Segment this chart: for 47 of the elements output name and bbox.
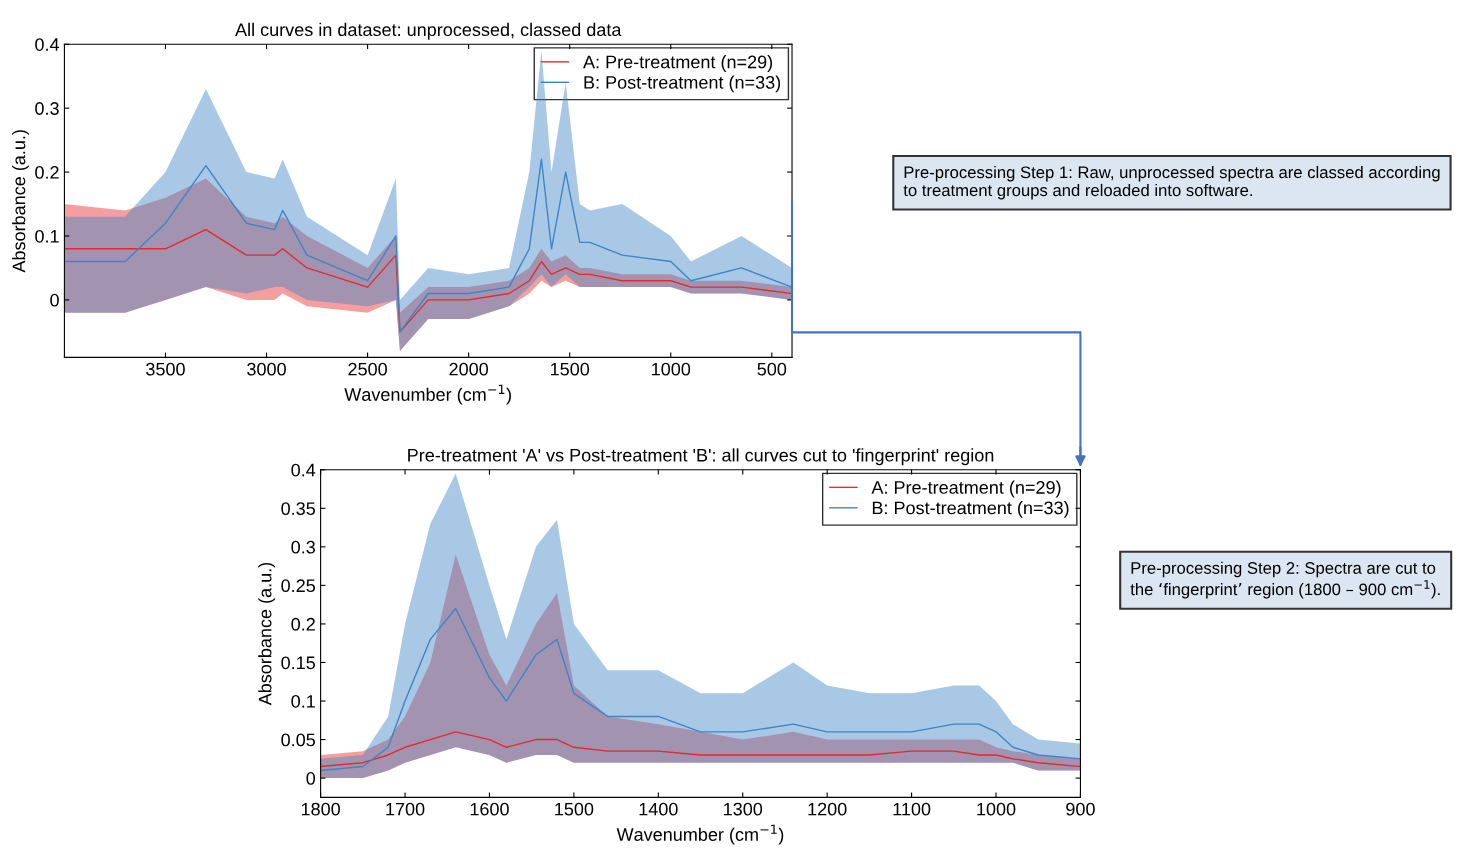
text: Pre-processing Step 1: Raw, unprocessed spectra are classed according to treatment groups and reloaded into software. — [903, 165, 1440, 200]
chart-title: All curves in dataset: unprocessed, classed data — [235, 22, 622, 40]
y-tick-label: 0.2 — [35, 166, 59, 179]
legend-label: A: Pre-treatment (n=29) — [583, 55, 773, 72]
legend-label: B: Post-treatment (n=33) — [872, 501, 1069, 518]
x-tick-label: 1400 — [639, 802, 678, 816]
y-tick-label: 0.05 — [281, 733, 315, 747]
x-tick-label: 1000 — [977, 802, 1016, 816]
x-tick-label: 1000 — [652, 362, 691, 376]
y-tick-label: 0 — [50, 293, 59, 307]
x-tick-label: 1500 — [555, 802, 594, 816]
y-axis-title: Absorbance (a.u.) — [12, 130, 29, 273]
line-series — [64, 158, 793, 333]
y-tick-label: 0.35 — [281, 502, 315, 516]
x-axis-title: Wavenumber (cm$^{−1}$) — [344, 384, 511, 405]
y-tick-label: 0.3 — [291, 540, 315, 554]
x-tick-label: 1800 — [301, 802, 340, 816]
x-tick-label: 1300 — [724, 802, 763, 816]
x-tick-label: 1600 — [470, 802, 509, 816]
line-series — [320, 731, 1081, 768]
x-tick-label: 3000 — [247, 362, 286, 376]
y-tick-label: 0.1 — [291, 694, 315, 708]
x-axis-title: Wavenumber (cm$^{−1}$) — [616, 824, 784, 845]
y-tick-label: 0.4 — [35, 38, 60, 51]
line-series — [64, 228, 793, 333]
text: Pre-processing Step 2: Spectra are cut to the ‘fingerprint’ region (1800 – 900 cm$^{−1}$). — [1130, 561, 1440, 599]
y-tick-label: 0.1 — [35, 229, 59, 243]
y-tick-label: 0 — [306, 772, 316, 785]
legend-label: B: Post-treatment (n=33) — [584, 75, 781, 93]
x-tick-label: 1700 — [386, 802, 425, 816]
x-tick-label: 900 — [1066, 802, 1095, 816]
x-tick-label: 2000 — [449, 362, 489, 376]
x-tick-label: 1500 — [550, 362, 590, 376]
chart-title: Pre-treatment 'A' vs Post-treatment 'B': all curves cut to 'fingerprint' region — [408, 448, 994, 466]
y-axis-title: Absorbance (a.u.) — [258, 562, 276, 706]
x-tick-label: 500 — [757, 362, 787, 376]
y-tick-label: 0.4 — [291, 463, 316, 477]
legend-label: A: Pre-treatment (n=29) — [871, 480, 1061, 498]
x-tick-label: 3500 — [146, 362, 185, 376]
line-series — [320, 607, 1081, 772]
y-tick-label: 0.15 — [281, 656, 315, 670]
x-tick-label: 2500 — [348, 362, 387, 376]
y-tick-label: 0.2 — [291, 617, 315, 631]
y-tick-label: 0.3 — [35, 102, 59, 115]
x-tick-label: 1100 — [893, 802, 931, 816]
x-tick-label: 1200 — [808, 802, 847, 816]
y-tick-label: 0.25 — [281, 579, 315, 593]
